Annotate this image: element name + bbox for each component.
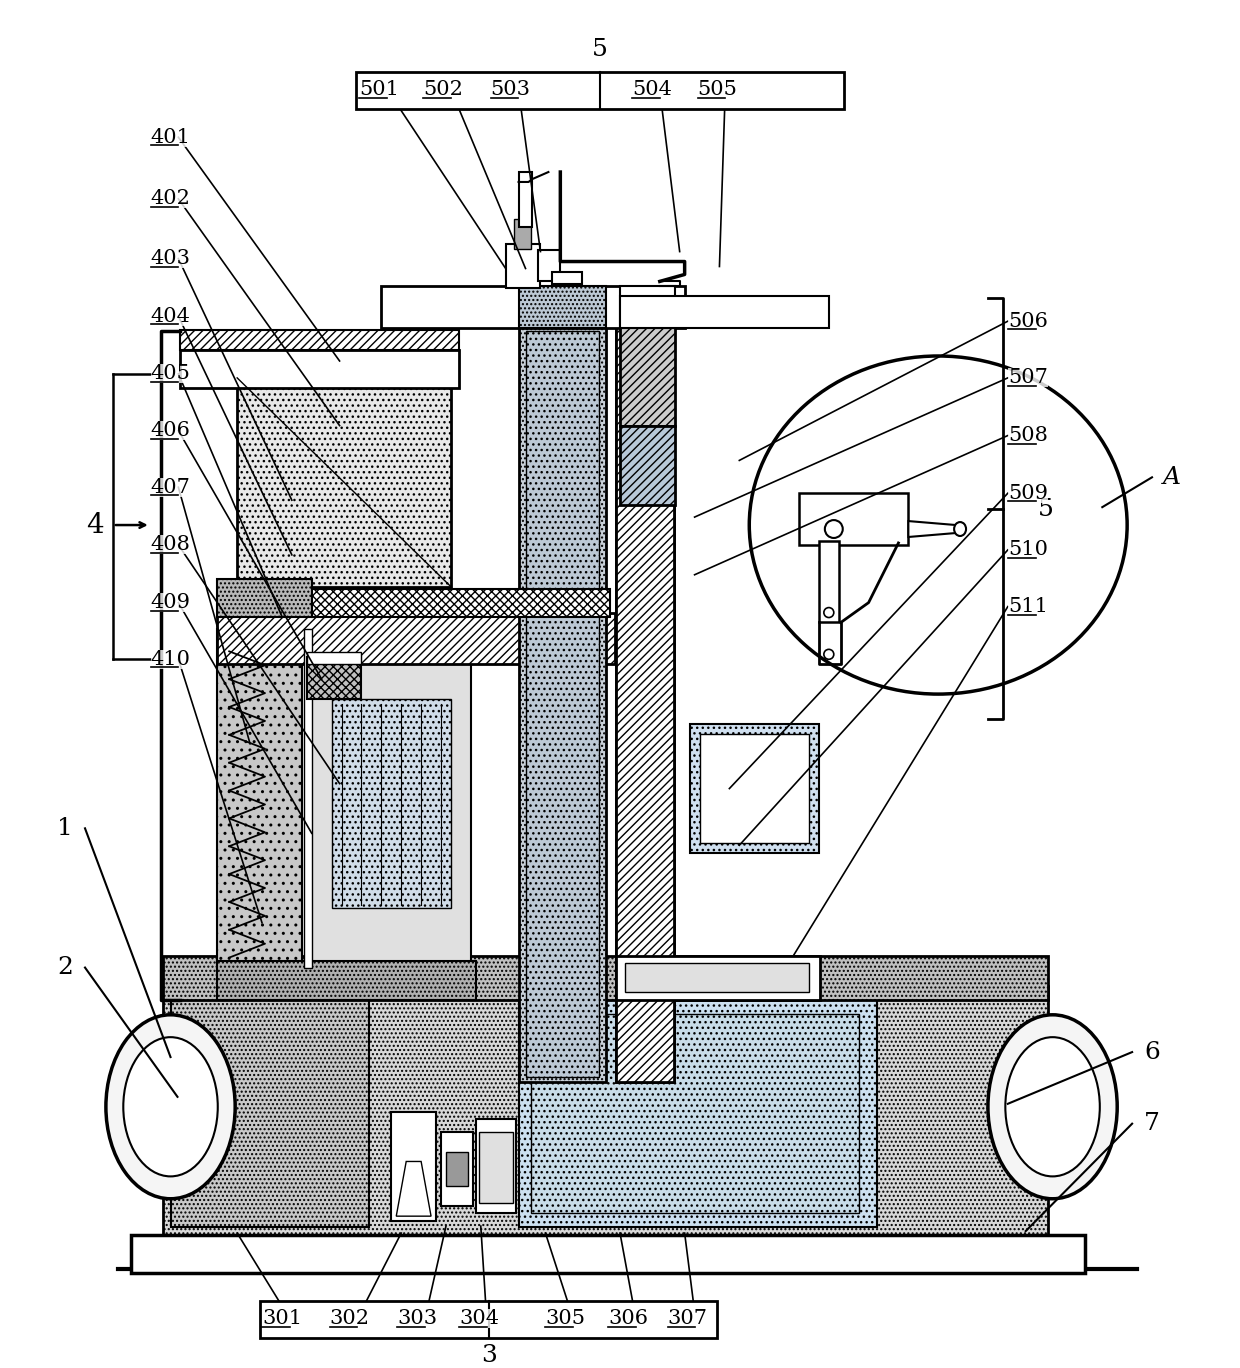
Bar [818, 540, 838, 622]
Bar [689, 724, 818, 854]
Bar [306, 653, 361, 665]
Bar [531, 1014, 858, 1213]
Bar [506, 244, 541, 289]
Bar [181, 350, 459, 387]
Bar [538, 249, 560, 282]
Text: 405: 405 [150, 364, 191, 383]
Text: 302: 302 [330, 1309, 370, 1328]
Bar [162, 986, 1048, 1235]
Bar [446, 1152, 467, 1186]
Text: 403: 403 [150, 249, 191, 268]
Text: 5: 5 [593, 38, 608, 62]
Text: 507: 507 [1008, 368, 1048, 387]
Bar [799, 494, 909, 544]
Ellipse shape [123, 1037, 218, 1176]
Bar [526, 331, 599, 1077]
Bar [217, 579, 311, 617]
Text: 305: 305 [546, 1309, 585, 1328]
Text: 7: 7 [1145, 1112, 1159, 1135]
Text: 511: 511 [1008, 596, 1048, 616]
Bar [552, 272, 583, 285]
Bar [311, 588, 610, 617]
Bar [513, 219, 532, 249]
Text: 509: 509 [1008, 484, 1048, 502]
Text: 6: 6 [1145, 1041, 1159, 1063]
Bar [625, 963, 808, 992]
Text: 402: 402 [150, 189, 191, 208]
Text: 307: 307 [667, 1309, 708, 1328]
Text: 501: 501 [360, 79, 399, 98]
Bar [217, 613, 615, 665]
Bar [237, 378, 451, 587]
Bar [518, 172, 532, 227]
Bar [382, 286, 684, 328]
Polygon shape [397, 1161, 432, 1216]
Bar [356, 71, 843, 109]
Text: 504: 504 [632, 79, 672, 98]
Ellipse shape [749, 356, 1127, 694]
Text: 503: 503 [491, 79, 531, 98]
Bar [476, 1119, 516, 1213]
Circle shape [825, 520, 843, 538]
Bar [616, 326, 673, 1082]
Text: 4: 4 [86, 512, 104, 539]
Text: 407: 407 [150, 477, 191, 497]
Bar [392, 1112, 436, 1222]
Text: 404: 404 [150, 306, 191, 326]
Bar [306, 657, 361, 699]
Text: 508: 508 [1008, 425, 1048, 445]
Bar [181, 330, 459, 350]
Bar [620, 286, 675, 328]
Bar [130, 1235, 1085, 1272]
Circle shape [823, 650, 833, 659]
Bar [699, 733, 808, 843]
Text: 304: 304 [459, 1309, 498, 1328]
Ellipse shape [105, 1015, 236, 1198]
Bar [518, 999, 877, 1227]
Text: 408: 408 [150, 535, 191, 554]
Ellipse shape [1006, 1037, 1100, 1176]
Text: 505: 505 [698, 79, 738, 98]
Bar [479, 1131, 512, 1204]
Bar [162, 956, 1048, 1000]
Bar [217, 960, 476, 1000]
Text: 506: 506 [1008, 312, 1048, 331]
Text: 303: 303 [397, 1309, 438, 1328]
Text: 5: 5 [1038, 498, 1054, 521]
Text: 409: 409 [150, 594, 191, 611]
Bar [331, 699, 451, 908]
Polygon shape [909, 521, 956, 538]
Ellipse shape [988, 1015, 1117, 1198]
Bar [620, 297, 828, 328]
Text: 406: 406 [150, 421, 191, 440]
Bar [171, 999, 370, 1227]
Bar [304, 629, 311, 967]
Bar [620, 326, 675, 425]
Text: 2: 2 [57, 956, 73, 979]
Bar [518, 286, 606, 328]
Ellipse shape [954, 523, 966, 536]
Text: 502: 502 [423, 79, 463, 98]
Bar [616, 956, 820, 1000]
Text: 3: 3 [481, 1343, 497, 1367]
Bar [306, 629, 471, 967]
Text: 1: 1 [57, 817, 73, 840]
Text: 301: 301 [262, 1309, 303, 1328]
Bar [620, 425, 675, 505]
Circle shape [823, 607, 833, 617]
Bar [616, 326, 673, 1082]
Bar [518, 326, 606, 1082]
Bar [217, 629, 301, 967]
Text: 510: 510 [1008, 540, 1048, 560]
Text: 306: 306 [608, 1309, 649, 1328]
Text: 401: 401 [150, 127, 191, 146]
Bar [441, 1131, 472, 1207]
Text: A: A [1163, 466, 1180, 488]
Text: 410: 410 [150, 650, 191, 669]
Bar [260, 1301, 718, 1338]
